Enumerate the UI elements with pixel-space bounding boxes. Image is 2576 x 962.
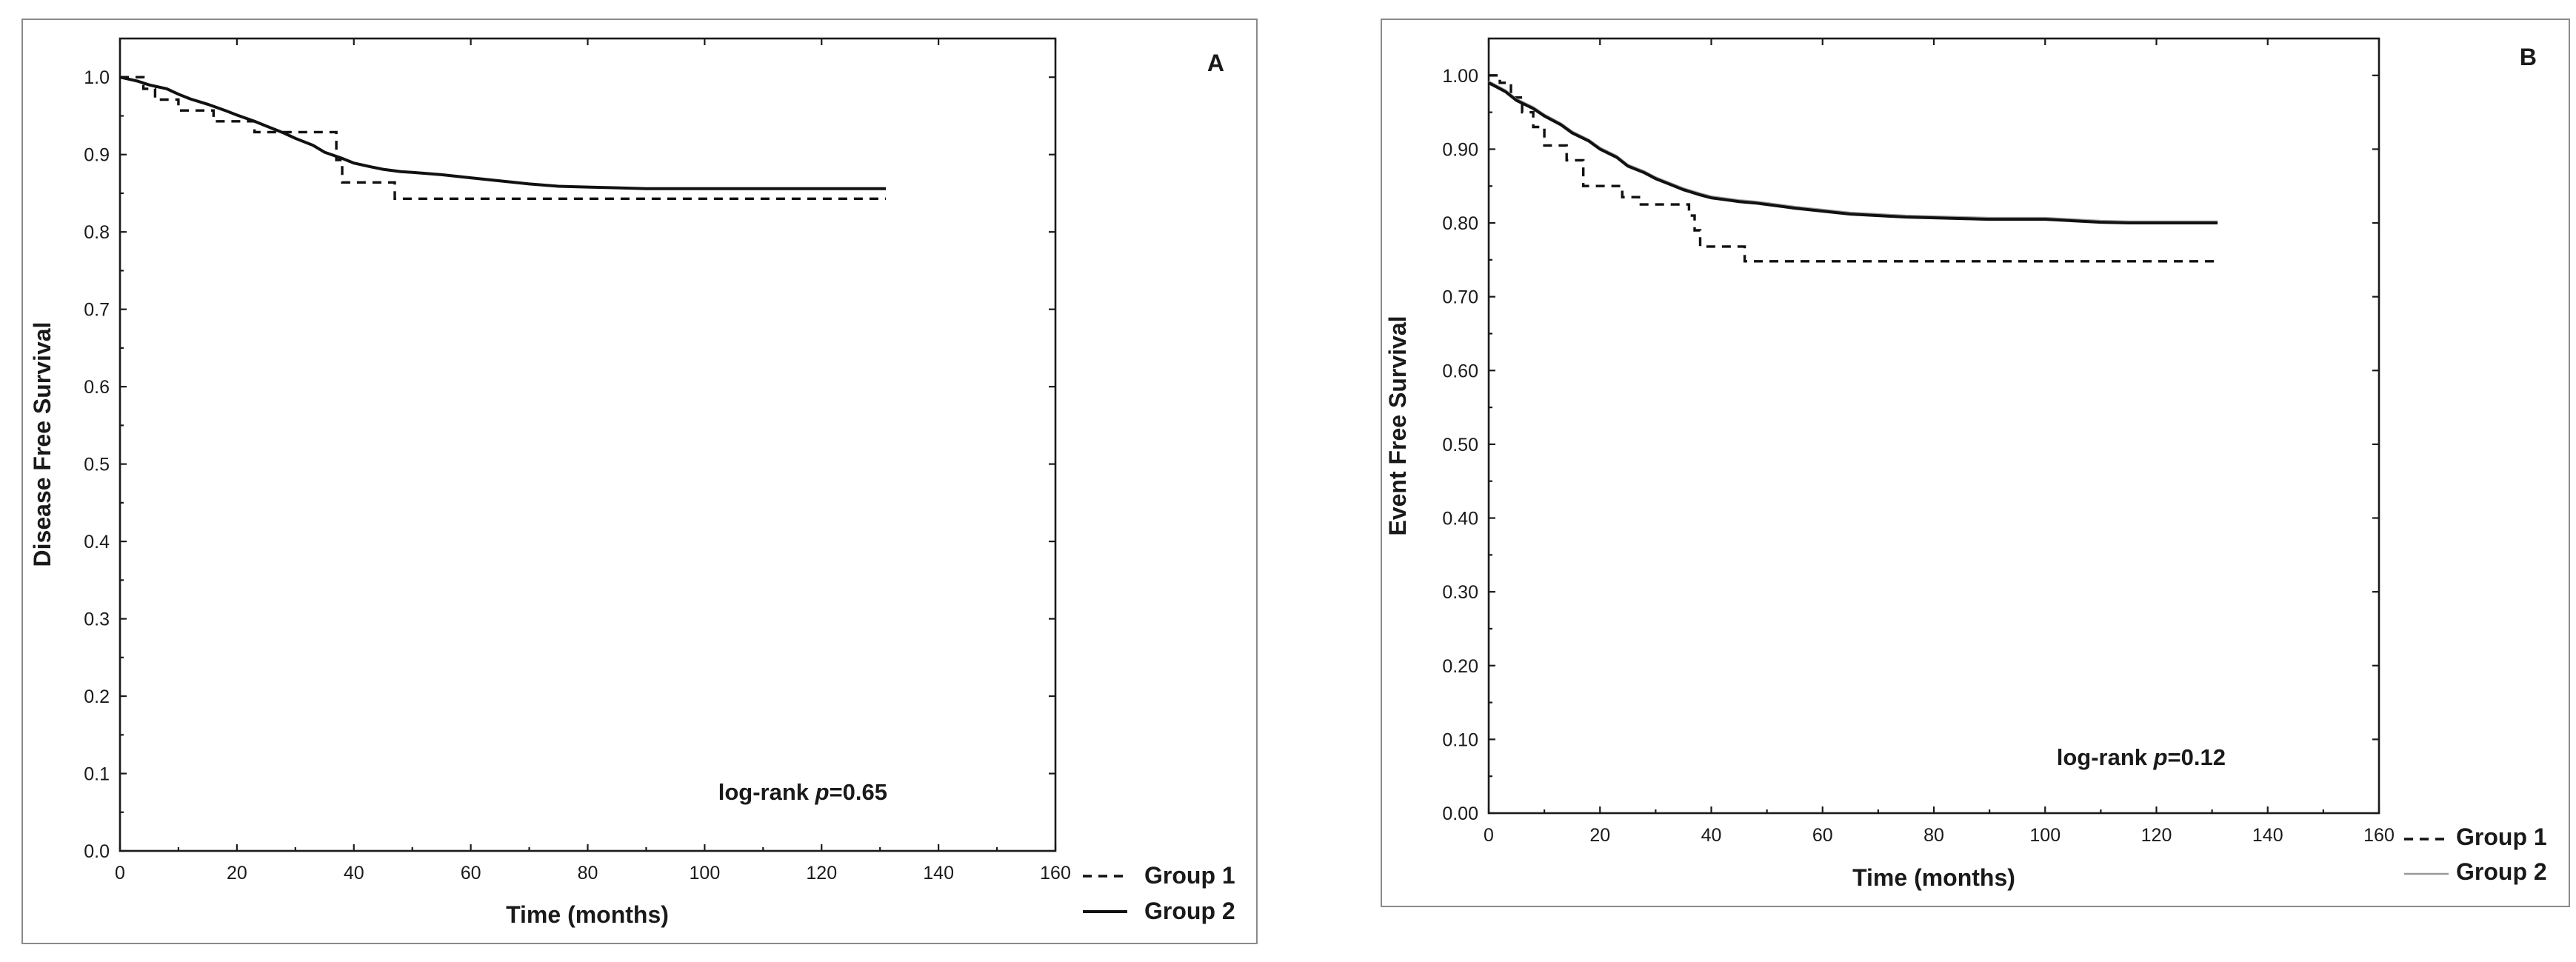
y-tick-label: 0.30 bbox=[1442, 582, 1478, 603]
y-tick-label: 0.9 bbox=[84, 145, 110, 166]
x-tick-label: 140 bbox=[2252, 825, 2283, 846]
x-tick-label: 0 bbox=[115, 863, 125, 883]
y-tick-label: 0.1 bbox=[84, 764, 110, 785]
logrank-prefix: log-rank bbox=[718, 779, 815, 805]
x-tick-label: 20 bbox=[1589, 825, 1610, 846]
panel-a: 0 20 40 60 80 100 120 140 160 0.0 0.1 0.2 0.3 0.4 0.5 0… bbox=[29, 37, 1235, 928]
y-tick-label: 0.40 bbox=[1442, 509, 1478, 530]
panel-a-y-axis-label: Disease Free Survival bbox=[29, 322, 56, 567]
series-line-group-1 bbox=[1489, 74, 2218, 263]
logrank-value: =0.12 bbox=[2168, 744, 2226, 770]
x-tick-label: 120 bbox=[2141, 825, 2172, 846]
x-tick-label: 80 bbox=[578, 863, 598, 883]
panel-b-label: B bbox=[2520, 44, 2537, 70]
x-tick-label: 80 bbox=[1923, 825, 1944, 846]
x-tick-label: 120 bbox=[806, 863, 837, 883]
panel-b-logrank-annotation: log-rank p=0.12 bbox=[2057, 744, 2226, 770]
x-tick-label: 60 bbox=[1812, 825, 1833, 846]
x-tick-label: 20 bbox=[227, 863, 247, 883]
series-line-group-2 bbox=[1488, 81, 2218, 224]
panel-a-label: A bbox=[1207, 50, 1224, 76]
panel-b-plot-area bbox=[1487, 37, 2380, 815]
y-tick-label: 0.0 bbox=[84, 841, 110, 862]
panel-a-x-axis-label: Time (months) bbox=[506, 901, 669, 928]
panel-b-y-axis-label: Event Free Survival bbox=[1384, 315, 1411, 535]
series-line-group-2-shadow bbox=[1488, 80, 2218, 223]
x-tick-label: 100 bbox=[690, 863, 721, 883]
x-tick-label: 40 bbox=[1701, 825, 1722, 846]
x-tick-label: 140 bbox=[923, 863, 954, 883]
x-tick-label: 160 bbox=[1040, 863, 1071, 883]
logrank-value: =0.65 bbox=[830, 779, 887, 805]
logrank-p: p bbox=[815, 779, 830, 805]
x-tick-label: 60 bbox=[461, 863, 481, 883]
logrank-prefix: log-rank bbox=[2057, 744, 2154, 770]
panel-a-logrank-annotation: log-rank p=0.65 bbox=[718, 779, 887, 805]
y-tick-label: 0.00 bbox=[1442, 804, 1478, 824]
y-tick-label: 0.4 bbox=[84, 532, 110, 552]
panel-a-plot-area bbox=[119, 37, 1057, 852]
y-tick-label: 0.3 bbox=[84, 609, 110, 630]
y-tick-label: 1.0 bbox=[84, 67, 110, 88]
y-tick-label: 0.7 bbox=[84, 300, 110, 321]
y-tick-label: 0.60 bbox=[1442, 361, 1478, 381]
x-tick-label: 160 bbox=[2363, 825, 2395, 846]
series-line-group-1 bbox=[120, 76, 887, 200]
y-tick-label: 0.2 bbox=[84, 687, 110, 707]
legend-b-group2-label: Group 2 bbox=[2456, 858, 2547, 885]
legend-b-group1-label: Group 1 bbox=[2456, 824, 2547, 850]
legend-a-group2-label: Group 2 bbox=[1144, 898, 1235, 924]
y-tick-label: 0.10 bbox=[1442, 729, 1478, 750]
x-tick-label: 0 bbox=[1484, 825, 1494, 846]
panel-a-frame bbox=[21, 19, 1258, 944]
x-tick-label: 100 bbox=[2029, 825, 2061, 846]
y-tick-label: 1.00 bbox=[1442, 66, 1478, 87]
y-tick-label: 0.8 bbox=[84, 222, 110, 243]
y-tick-label: 0.90 bbox=[1442, 139, 1478, 160]
series-line-group-2 bbox=[119, 76, 887, 190]
panel-b-frame bbox=[1381, 19, 2570, 907]
panel-b-x-axis-label: Time (months) bbox=[1852, 864, 2015, 891]
legend-a-group1-label: Group 1 bbox=[1144, 862, 1235, 889]
logrank-p: p bbox=[2153, 744, 2168, 770]
y-tick-label: 0.80 bbox=[1442, 213, 1478, 234]
panel-b: 0 20 40 60 80 100 120 140 160 0.00 0.10 0.20 0.30 0.4… bbox=[1384, 37, 2547, 891]
y-tick-label: 0.20 bbox=[1442, 656, 1478, 677]
y-tick-label: 0.70 bbox=[1442, 287, 1478, 308]
y-tick-label: 0.5 bbox=[84, 455, 110, 475]
y-tick-label: 0.6 bbox=[84, 377, 110, 398]
x-tick-label: 40 bbox=[344, 863, 364, 883]
y-tick-label: 0.50 bbox=[1442, 435, 1478, 455]
